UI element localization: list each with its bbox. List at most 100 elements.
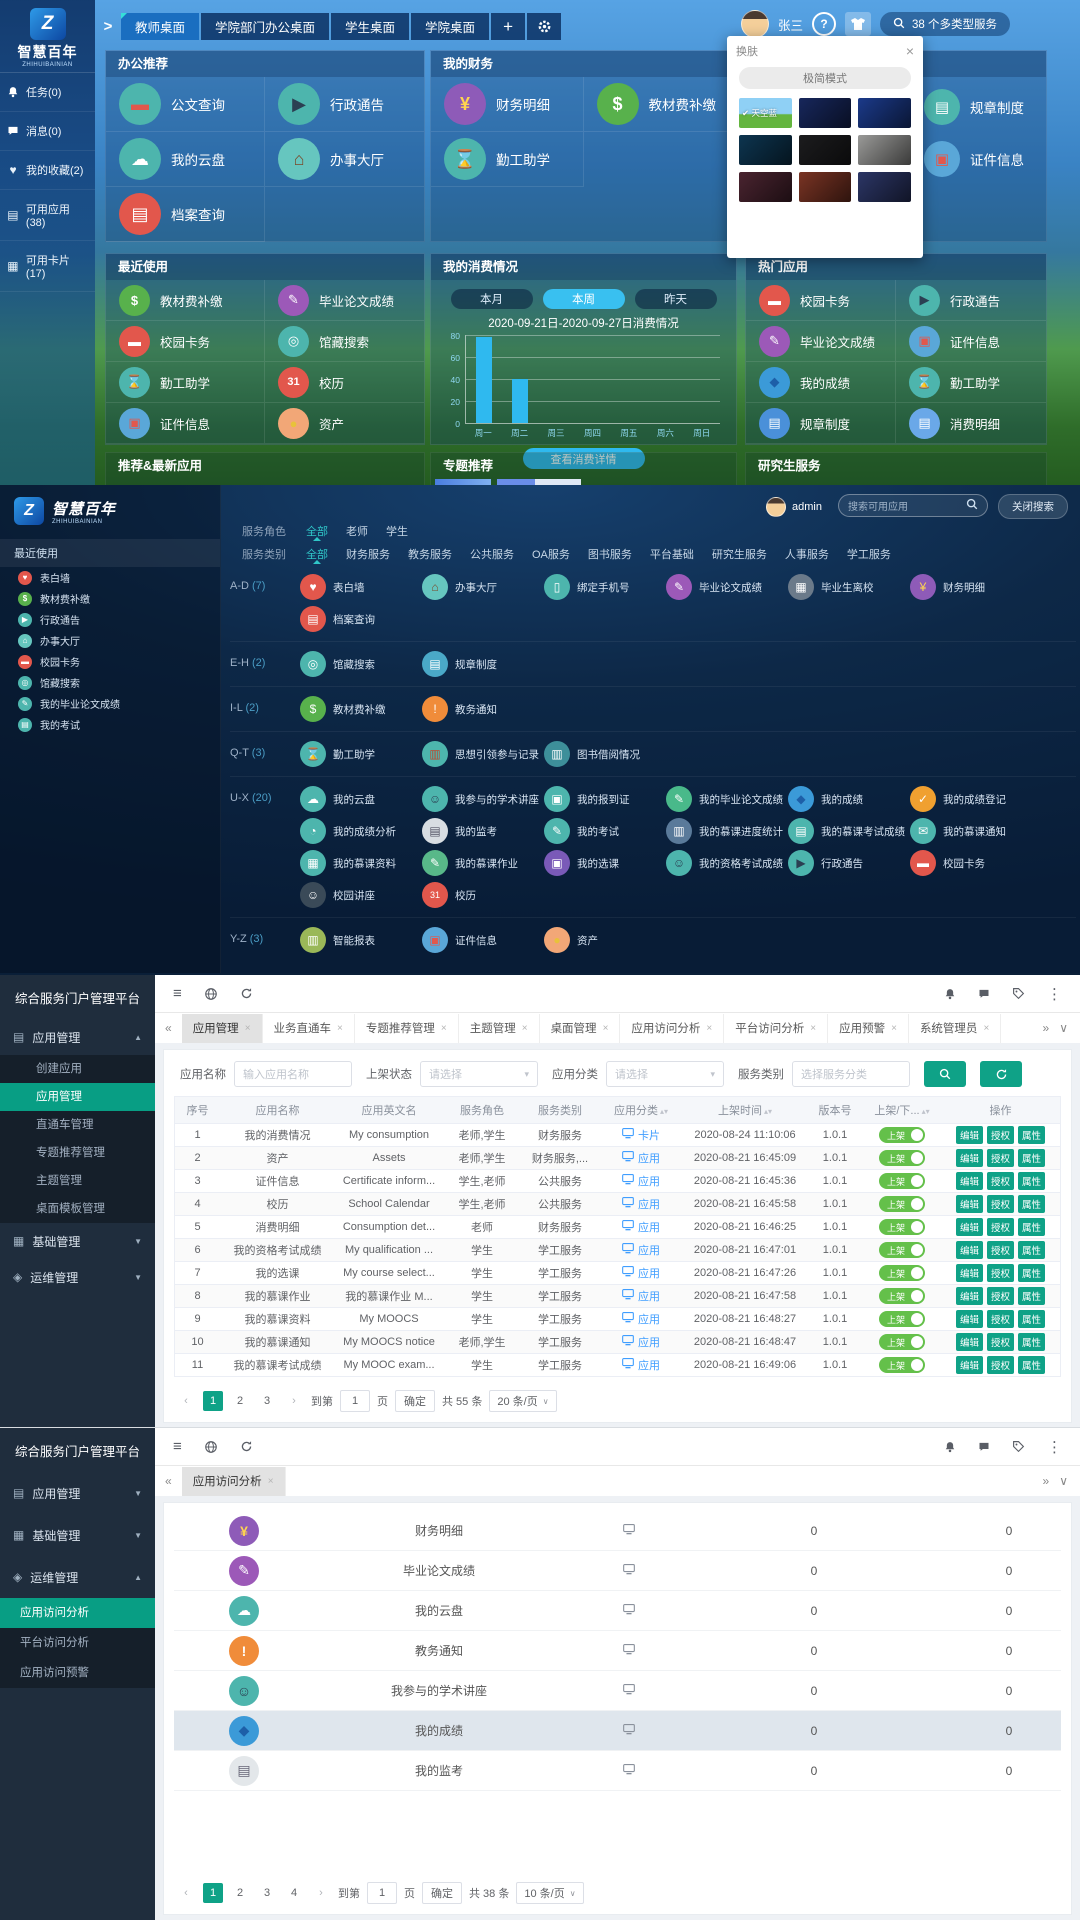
app-item[interactable]: ▣ 证件信息 <box>896 321 1046 362</box>
publish-toggle[interactable]: 上架 <box>879 1173 925 1189</box>
recent-app-item[interactable]: ♥ 表白墙 <box>0 567 220 588</box>
analysis-row[interactable]: ✎ 毕业论文成绩 0 0 <box>174 1551 1061 1591</box>
action-button[interactable]: 编辑 <box>955 1264 983 1282</box>
recent-app-item[interactable]: ▬ 校园卡务 <box>0 651 220 672</box>
class-select[interactable]: 请选择 ▾ <box>606 1061 724 1087</box>
chevron-right-icon[interactable]: > <box>103 18 113 35</box>
close-tab-icon[interactable]: × <box>337 1022 343 1034</box>
menu-group-collapsed[interactable]: ▦ 基础管理 ▼ <box>0 1514 155 1556</box>
chevron-down-icon[interactable]: ∨ <box>1059 1474 1068 1488</box>
analysis-row[interactable]: ! 教务通知 0 0 <box>174 1631 1061 1671</box>
close-tab-icon[interactable]: × <box>983 1022 990 1034</box>
category-option[interactable]: 教务服务 <box>408 549 452 561</box>
service-app-item[interactable]: ▯ 绑定手机号 <box>544 572 662 602</box>
wallpaper-thumbnail[interactable] <box>798 172 852 202</box>
workspace-tab[interactable]: 专题推荐管理 × <box>355 1013 459 1043</box>
add-desktop-button[interactable]: + <box>491 13 526 40</box>
next-page-icon[interactable]: › <box>292 1395 296 1407</box>
close-icon[interactable]: × <box>905 43 914 59</box>
app-item[interactable]: ✎ 毕业论文成绩 <box>265 280 424 321</box>
table-row[interactable]: 10 我的慕课通知 My MOOCS notice 老师,学生 学工服务 应用 2020-0… <box>175 1330 1060 1353</box>
consumption-range-tab[interactable]: 本月 <box>450 289 533 309</box>
app-item[interactable]: $ 教材费补缴 <box>583 77 736 132</box>
action-button[interactable]: 属性 <box>1018 1264 1046 1282</box>
wallpaper-thumbnail[interactable] <box>739 135 792 165</box>
workspace-tab[interactable]: 系统管理员 × <box>909 1013 1002 1043</box>
cell-app-class-link[interactable]: 应用 <box>599 1173 683 1189</box>
menu-item[interactable]: 应用访问分析 <box>0 1598 155 1628</box>
consumption-range-tab[interactable]: 昨天 <box>634 289 717 309</box>
table-row[interactable]: 7 我的选课 My course select... 学生 学工服务 应用 2020-08-… <box>175 1261 1060 1284</box>
app-item[interactable]: ▤ 规章制度 <box>746 403 896 444</box>
page-number[interactable]: 2 <box>236 1395 244 1407</box>
status-select[interactable]: 请选择 ▾ <box>420 1061 538 1087</box>
app-item[interactable]: ▬ 校园卡务 <box>106 321 265 362</box>
app-search-input[interactable]: 搜索可用应用 <box>838 494 988 517</box>
feedback-icon[interactable] <box>978 1441 990 1453</box>
category-option[interactable]: 财务服务 <box>346 549 390 561</box>
workspace-tab[interactable]: 主题管理 × <box>459 1013 540 1043</box>
table-row[interactable]: 8 我的慕课作业 我的慕课作业 M... 学生 学工服务 应用 2020-08-21 16:… <box>175 1284 1060 1307</box>
workspace-tab[interactable]: 桌面管理 × <box>540 1013 621 1043</box>
cell-app-class-link[interactable]: 应用 <box>599 1265 683 1281</box>
service-app-item[interactable]: ▥ 思想引领参与记录 <box>422 739 540 769</box>
close-tab-icon[interactable]: × <box>891 1022 897 1034</box>
action-button[interactable]: 属性 <box>1018 1218 1046 1236</box>
analysis-row[interactable]: ☺ 我参与的学术讲座 0 0 <box>174 1671 1061 1711</box>
publish-toggle[interactable]: 上架 <box>879 1311 925 1327</box>
menu-group-expanded[interactable]: ▤ 应用管理 ▲ <box>0 1019 155 1055</box>
service-app-item[interactable]: ¥ 财务明细 <box>910 572 1028 602</box>
app-item[interactable]: ● 资产 <box>265 403 424 444</box>
category-option[interactable]: 学工服务 <box>846 549 891 561</box>
service-app-item[interactable]: ▤ 我的监考 <box>422 816 540 846</box>
close-tab-icon[interactable]: × <box>267 1475 274 1487</box>
refresh-icon[interactable] <box>240 1440 253 1453</box>
chevron-down-icon[interactable]: ∨ <box>1059 1021 1068 1035</box>
app-item[interactable]: ✎ 毕业论文成绩 <box>746 321 896 362</box>
publish-toggle[interactable]: 上架 <box>879 1219 925 1235</box>
app-item[interactable]: ▣ 证件信息 <box>924 141 1024 177</box>
action-button[interactable]: 属性 <box>1018 1287 1046 1305</box>
workspace-tab[interactable]: 应用管理 × <box>181 1013 263 1043</box>
action-button[interactable]: 授权 <box>986 1264 1014 1282</box>
column-header[interactable]: 序号 <box>175 1102 220 1118</box>
prev-page-icon[interactable]: ‹ <box>184 1395 188 1407</box>
page-number[interactable]: 2 <box>236 1887 244 1899</box>
service-app-item[interactable]: ✉ 我的慕课通知 <box>910 816 1028 846</box>
action-button[interactable]: 属性 <box>1018 1126 1046 1144</box>
action-button[interactable]: 授权 <box>986 1333 1014 1351</box>
menu-group-collapsed[interactable]: ▤ 应用管理 ▼ <box>0 1472 155 1514</box>
close-tab-icon[interactable]: × <box>602 1022 609 1034</box>
action-button[interactable]: 授权 <box>986 1287 1014 1305</box>
bell-icon[interactable] <box>944 988 956 1000</box>
service-app-item[interactable]: 31 校历 <box>422 880 540 910</box>
service-app-item[interactable]: ◎ 馆藏搜索 <box>300 649 418 679</box>
service-app-item[interactable]: ✎ 我的慕课作业 <box>422 848 540 878</box>
table-row[interactable]: 3 证件信息 Certificate inform... 学生,老师 公共服务 应用 202… <box>175 1169 1060 1192</box>
confirm-button[interactable]: 确定 <box>395 1390 435 1412</box>
app-item[interactable]: ▶ 行政通告 <box>896 280 1046 321</box>
cell-app-class-link[interactable]: 应用 <box>599 1334 683 1350</box>
wallpaper-thumbnail[interactable] <box>858 98 911 128</box>
close-tab-icon[interactable]: × <box>810 1022 817 1034</box>
service-app-item[interactable]: ✎ 毕业论文成绩 <box>666 572 784 602</box>
desktop-tab[interactable]: 学生桌面 <box>331 13 410 40</box>
service-app-item[interactable]: ◆ 我的成绩 <box>788 784 906 814</box>
action-button[interactable]: 编辑 <box>955 1126 983 1144</box>
action-button[interactable]: 编辑 <box>955 1241 983 1259</box>
publish-toggle[interactable]: 上架 <box>879 1242 925 1258</box>
workspace-tab[interactable]: 应用预警 × <box>828 1013 909 1043</box>
action-button[interactable]: 属性 <box>1018 1333 1046 1351</box>
service-app-item[interactable]: ▥ 我的慕课进度统计 <box>666 816 784 846</box>
analysis-row[interactable]: ☁ 我的云盘 0 0 <box>174 1591 1061 1631</box>
skin-shirt-icon[interactable] <box>845 12 871 36</box>
service-app-item[interactable]: ✓ 我的成绩登记 <box>910 784 1028 814</box>
menu-item[interactable]: 专题推荐管理 <box>36 1147 105 1159</box>
app-item[interactable]: ⌛ 勤工助学 <box>896 362 1046 403</box>
cell-app-class-link[interactable]: 应用 <box>599 1219 683 1235</box>
action-button[interactable]: 编辑 <box>955 1149 983 1167</box>
action-button[interactable]: 编辑 <box>955 1310 983 1328</box>
search-button[interactable] <box>924 1061 966 1087</box>
app-item[interactable]: ▤ 规章制度 <box>924 89 1024 125</box>
consumption-range-tab[interactable]: 本周 <box>542 289 625 309</box>
